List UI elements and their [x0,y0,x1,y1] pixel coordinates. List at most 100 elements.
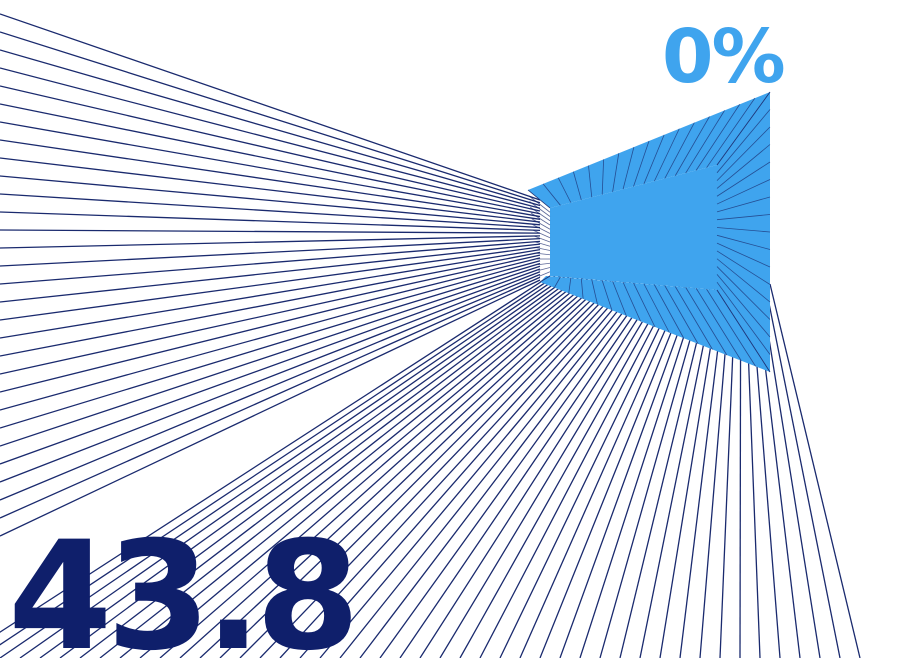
tunnel-hatch-line [685,287,728,356]
perspective-line [0,49,541,207]
tunnel-hatch-line [528,195,551,213]
tunnel-hatch-line [674,116,710,176]
tunnel-hatch-line [716,258,771,303]
tunnel-hatch-line [654,128,680,182]
tunnel-hatch-line [716,266,771,320]
perspective-line [0,85,541,212]
perspective-line [0,237,541,267]
tunnel-hatch-line [716,289,771,373]
tunnel-hatch-line [716,91,771,166]
perspective-line [179,277,605,658]
tunnel-hatch-line [554,276,561,288]
tunnel-hatch-line [706,288,756,367]
perspective-line [0,13,541,201]
tunnel-hatch-line [612,153,620,192]
tunnel-hatch-line [588,165,593,198]
perspective-line [769,283,861,658]
tunnel-hatch-line [529,201,551,217]
tunnel-hatch-line [539,275,551,283]
tunnel-hatch-line [534,241,551,247]
tunnel-hatch-line [716,179,771,205]
tunnel-hatch-line [530,206,551,222]
perspective-line [764,283,841,658]
main-value: 43.8 [8,510,354,658]
tunnel-hatch-line [716,227,771,233]
tunnel-hatch-line [643,134,665,184]
perspective-line [299,278,634,658]
tunnel-hatch-line [542,183,561,206]
perspective-line [99,276,585,658]
perspective-line [119,276,590,658]
tunnel-hatch-line [537,262,551,266]
tunnel-hatch-line [533,235,551,243]
perspective-line [19,276,566,658]
perspective-line [0,273,541,501]
tunnel-hatch-line [716,250,771,285]
tunnel-hatch-line [674,286,713,350]
perspective-line [0,103,541,215]
perspective-lines [0,13,861,658]
perspective-line [539,280,693,658]
perspective-line [0,235,541,249]
perspective-line [379,279,654,658]
perspective-line [0,175,541,226]
perspective-line [579,281,703,658]
perspective-line [0,251,541,357]
percent-label: 0% [662,14,784,100]
tunnel-hatch-line [716,109,771,174]
tunnel-hatch-line [612,281,627,316]
tunnel-hatch-line [538,267,551,271]
perspective-line [0,229,541,234]
tunnel-hatch-line [572,171,582,201]
tunnel-hatch-line [716,214,771,221]
perspective-line [0,275,551,633]
tunnel-hatch-line [527,189,551,209]
tunnel-hatch-line [695,288,742,361]
perspective-line [459,280,673,658]
tunnel-hatch-line [706,97,756,168]
tunnel-hatch-line [530,212,551,226]
tunnel-hatch-line [557,177,572,203]
tunnel-hatch-line [664,285,699,345]
tunnel-hatch-line [685,110,725,174]
perspective-line [559,281,698,658]
perspective-line [479,280,678,658]
perspective-line [0,193,541,229]
tunnel-hatch-line [535,247,551,251]
perspective-line [159,277,600,658]
tunnel-hatch-line [536,252,551,256]
perspective-line [0,243,541,303]
perspective-line [339,278,644,658]
perspective-line [59,276,575,658]
tunnel-hatch-line [532,224,551,234]
tunnel-hatch-line [633,282,656,328]
perspective-line [759,283,821,658]
tunnel-hatch-line [622,147,635,190]
tunnel-hatch-line [601,159,605,195]
perspective-line [0,139,541,220]
perspective-line [79,276,580,658]
perspective-line [0,271,541,483]
tunnel-bottom-face [540,276,770,372]
perspective-line [0,211,541,231]
tunnel-hatch-line [568,277,572,294]
perspective-line [359,279,649,658]
tunnel-hatch-line [601,280,613,311]
perspective-line [0,246,541,321]
tunnel-inner-lines [527,91,771,373]
perspective-line [0,265,541,447]
tunnel-right-face [717,92,770,372]
perspective-line [519,280,688,658]
perspective-line [0,67,541,209]
tunnel-hatch-line [654,284,685,339]
tunnel-hatch-line [716,161,771,197]
tunnel-hatch-line [622,281,641,322]
tunnel-hatch-line [591,279,598,305]
perspective-line [319,278,639,658]
tunnel-hatch-line [716,281,771,355]
tunnel-hatch-line [643,283,670,333]
perspective-line [0,157,541,223]
perspective-line [39,276,570,658]
perspective-line [0,254,541,375]
